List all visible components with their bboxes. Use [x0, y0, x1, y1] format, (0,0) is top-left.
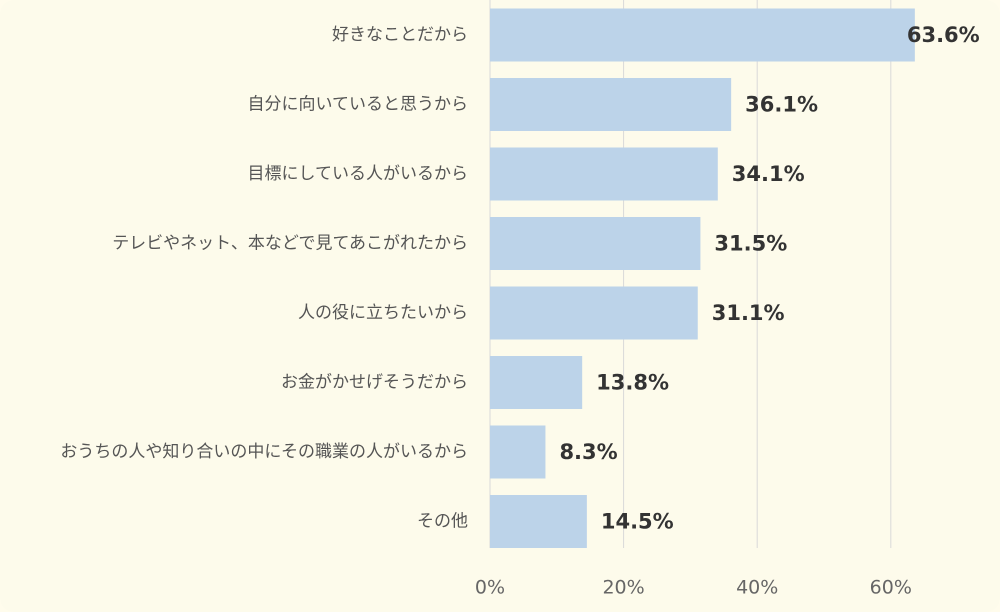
- data-label: 14.5%: [601, 510, 674, 534]
- data-label: 8.3%: [559, 440, 617, 464]
- bar: [490, 8, 915, 62]
- bar: [490, 495, 587, 548]
- category-label: 目標にしている人がいるから: [248, 164, 469, 184]
- category-label: 好きなことだから: [332, 25, 468, 45]
- data-label: 31.5%: [714, 232, 787, 256]
- x-tick-label: 20%: [602, 577, 644, 599]
- data-label: 63.6%: [907, 23, 980, 47]
- data-label: 13.8%: [596, 371, 669, 395]
- bar: [490, 78, 732, 131]
- category-label: 人の役に立ちたいから: [298, 303, 468, 323]
- bar: [490, 356, 583, 409]
- bar: [490, 286, 698, 340]
- data-label: 34.1%: [732, 162, 805, 186]
- bar: [490, 217, 701, 270]
- x-tick-label: 60%: [870, 577, 912, 599]
- bar: [490, 425, 546, 479]
- x-tick-label: 40%: [736, 577, 778, 599]
- x-tick-label: 0%: [475, 577, 505, 599]
- category-label: お金がかせげそうだから: [281, 373, 468, 393]
- data-label: 31.1%: [712, 301, 785, 325]
- category-label: 自分に向いていると思うから: [248, 95, 469, 115]
- category-label: テレビやネット、本などで見てあこがれたから: [112, 234, 468, 254]
- data-label: 36.1%: [745, 93, 818, 117]
- category-label: その他: [417, 512, 468, 532]
- bar: [490, 147, 718, 201]
- category-label: おうちの人や知り合いの中にその職業の人がいるから: [60, 442, 468, 462]
